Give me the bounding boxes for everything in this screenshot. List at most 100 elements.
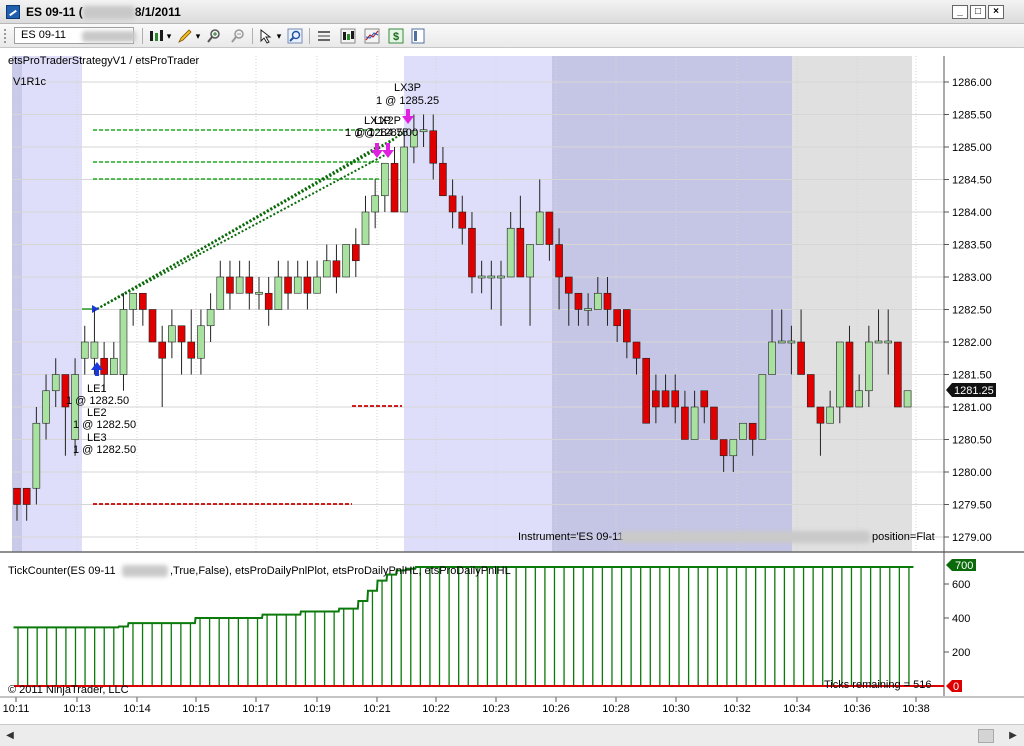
cursor-dropdown-chevron-down-icon[interactable]: ▾ <box>276 31 282 41</box>
candle[interactable] <box>129 292 137 326</box>
candle[interactable] <box>264 277 273 326</box>
candle[interactable] <box>342 244 350 278</box>
candle[interactable] <box>197 309 205 375</box>
candle[interactable] <box>245 260 254 310</box>
candle[interactable] <box>274 260 283 310</box>
candle[interactable] <box>71 358 79 456</box>
candle[interactable] <box>632 341 641 375</box>
panel-icon[interactable] <box>410 28 426 44</box>
redacted-interval-selector[interactable] <box>82 31 136 42</box>
candle[interactable] <box>642 357 651 424</box>
candle[interactable] <box>22 487 31 521</box>
candle[interactable] <box>313 260 321 294</box>
tick-counter-histogram[interactable] <box>17 567 910 686</box>
candle[interactable] <box>535 179 544 245</box>
candle[interactable] <box>400 130 409 213</box>
candle[interactable] <box>516 195 525 278</box>
candle[interactable] <box>226 260 234 310</box>
candle[interactable] <box>119 293 128 391</box>
entry-marker-icon[interactable] <box>92 305 99 313</box>
candle[interactable] <box>777 309 786 344</box>
candle[interactable] <box>497 260 505 326</box>
candle[interactable] <box>865 325 873 407</box>
candle[interactable] <box>729 439 738 473</box>
candle[interactable] <box>894 341 902 408</box>
candle[interactable] <box>158 325 166 407</box>
candle[interactable] <box>51 358 60 407</box>
candle[interactable] <box>710 406 718 440</box>
candle[interactable] <box>506 212 515 278</box>
candle[interactable] <box>90 309 99 375</box>
candle[interactable] <box>845 325 854 408</box>
horizontal-scrollbar[interactable]: ◀ ▶ <box>0 724 1024 746</box>
cursor-icon[interactable] <box>258 28 274 44</box>
candle[interactable] <box>555 228 563 310</box>
buy-arrow-icon[interactable] <box>91 362 103 376</box>
candle[interactable] <box>148 309 157 343</box>
candle[interactable] <box>797 309 805 375</box>
candle[interactable] <box>623 309 631 359</box>
candle[interactable] <box>526 244 534 326</box>
candle[interactable] <box>681 390 689 440</box>
candlestick-series[interactable] <box>13 114 912 521</box>
candle[interactable] <box>61 374 70 456</box>
candle[interactable] <box>80 325 89 375</box>
candle[interactable] <box>168 309 176 359</box>
candle[interactable] <box>332 244 341 294</box>
candle[interactable] <box>284 260 292 310</box>
candle[interactable] <box>835 341 844 424</box>
candle[interactable] <box>458 195 467 245</box>
scroll-left-icon[interactable]: ◀ <box>6 730 14 741</box>
candle[interactable] <box>700 390 709 424</box>
candle[interactable] <box>652 374 660 424</box>
candle[interactable] <box>903 390 912 408</box>
candle[interactable] <box>439 147 447 197</box>
candle[interactable] <box>177 325 186 375</box>
candle[interactable] <box>110 342 118 375</box>
candle[interactable] <box>603 277 612 326</box>
dollar-icon[interactable]: $ <box>388 28 404 44</box>
minimize-button[interactable]: _ <box>952 5 968 19</box>
bars-dropdown-chevron-down-icon[interactable]: ▾ <box>166 31 172 41</box>
candle[interactable] <box>855 374 863 408</box>
candle[interactable] <box>613 309 621 343</box>
candle[interactable] <box>487 260 496 310</box>
candle[interactable] <box>32 407 41 505</box>
candle[interactable] <box>816 406 825 456</box>
zoom-out-icon[interactable] <box>230 28 246 44</box>
candle[interactable] <box>429 114 438 180</box>
chart-lines-icon[interactable] <box>364 28 380 44</box>
candle[interactable] <box>100 342 108 391</box>
candle[interactable] <box>564 276 573 326</box>
candle[interactable] <box>739 422 747 440</box>
candle[interactable] <box>303 260 312 310</box>
candle[interactable] <box>758 374 767 440</box>
candle[interactable] <box>545 211 554 261</box>
candle[interactable] <box>719 439 728 473</box>
candle[interactable] <box>826 390 834 424</box>
scroll-right-icon[interactable]: ▶ <box>1009 730 1017 741</box>
candle[interactable] <box>468 212 476 294</box>
candle[interactable] <box>448 179 457 229</box>
candle[interactable] <box>874 309 883 344</box>
candle[interactable] <box>593 277 602 310</box>
candle[interactable] <box>884 309 893 375</box>
candle[interactable] <box>361 195 370 245</box>
candle[interactable] <box>322 244 331 278</box>
candles-icon[interactable] <box>340 28 356 44</box>
candle[interactable] <box>390 147 399 213</box>
candle[interactable] <box>584 293 592 326</box>
candle[interactable] <box>13 487 21 521</box>
close-button[interactable]: × <box>988 5 1004 19</box>
properties-icon[interactable] <box>316 28 332 44</box>
candle[interactable] <box>235 260 244 294</box>
candle[interactable] <box>477 260 486 294</box>
candle[interactable] <box>574 292 583 326</box>
candle[interactable] <box>787 325 796 375</box>
bars-icon[interactable] <box>148 28 164 44</box>
candle[interactable] <box>42 374 50 440</box>
magnifier-icon[interactable] <box>287 28 303 44</box>
candle[interactable] <box>293 260 302 294</box>
candle[interactable] <box>661 374 670 408</box>
candle[interactable] <box>216 260 225 310</box>
